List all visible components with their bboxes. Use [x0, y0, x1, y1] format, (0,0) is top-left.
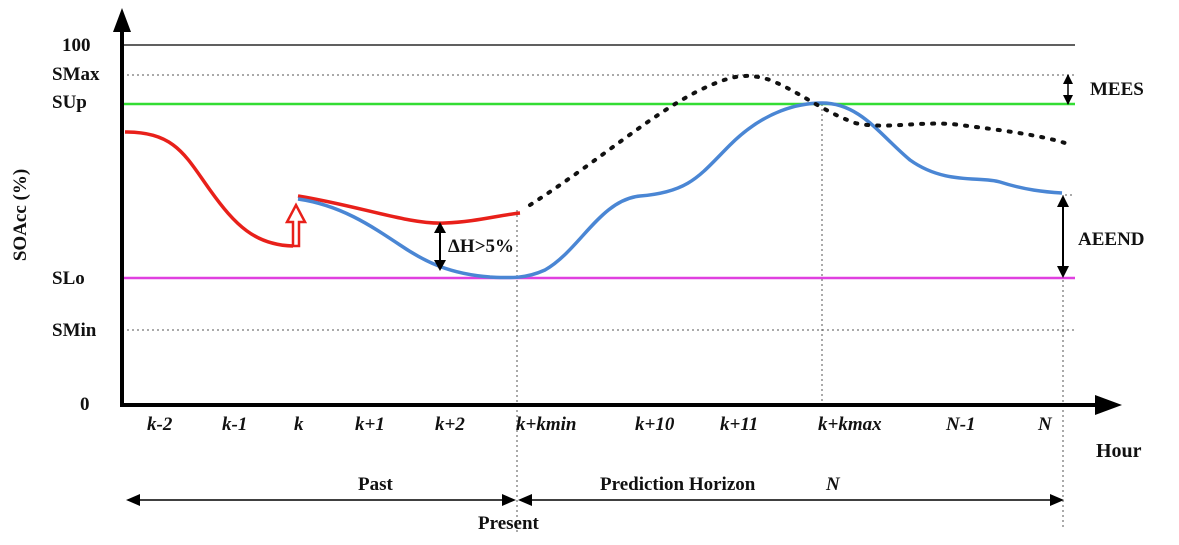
y-axis-title: SOAcc (%)	[10, 169, 31, 261]
level-label-sup: SUp	[52, 92, 87, 113]
delta-label: ΔH>5%	[448, 236, 514, 257]
x-axis-arrow	[1095, 395, 1122, 415]
mees-arrow-head-bottom	[1063, 95, 1073, 105]
x-tick-k+2: k+2	[435, 414, 465, 435]
past-label: Past	[358, 474, 394, 495]
level-label-smax: SMax	[52, 64, 100, 85]
aeend-arrow-head-bottom	[1057, 266, 1069, 278]
y-axis-arrow	[113, 8, 131, 32]
mees-arrow-head-top	[1063, 74, 1073, 84]
delta-arrow-head-bottom	[434, 260, 446, 271]
x-tick-k+kmax: k+kmax	[818, 414, 882, 435]
x-tick-k-1: k-1	[222, 414, 247, 435]
x-tick-k+kmin: k+kmin	[516, 414, 576, 435]
delta-arrow-head-top	[434, 222, 446, 233]
reference-dotted-curve	[528, 73, 1067, 207]
x-tick-n-1: N-1	[945, 414, 976, 435]
x-tick-n: N	[1037, 414, 1053, 435]
past-curve-segment-1	[124, 130, 294, 248]
present-label: Present	[478, 513, 540, 534]
aeend-label: AEEND	[1078, 229, 1145, 250]
past-arrow-head-right	[502, 494, 516, 506]
past-arrow-head-left	[126, 494, 140, 506]
level-label-100: 100	[62, 35, 91, 56]
jump-up-arrow	[284, 202, 308, 248]
mees-label: MEES	[1090, 79, 1144, 100]
level-label-slo: SLo	[52, 268, 85, 289]
horizon-arrow-head-left	[518, 494, 532, 506]
x-tick-k+11: k+11	[720, 414, 758, 435]
prediction-curve	[297, 101, 1063, 280]
horizon-arrow-head-right	[1050, 494, 1064, 506]
x-tick-k+1: k+1	[355, 414, 385, 435]
x-tick-k-2: k-2	[147, 414, 173, 435]
x-tick-k: k	[294, 414, 304, 435]
aeend-arrow-head-top	[1057, 195, 1069, 207]
level-label-smin: SMin	[52, 320, 97, 341]
level-label-zero: 0	[80, 394, 90, 415]
horizon-label: Prediction Horizon	[600, 474, 756, 495]
x-axis-title: Hour	[1096, 440, 1142, 462]
x-tick-k+10: k+10	[635, 414, 675, 435]
horizon-n-label: N	[825, 474, 841, 495]
past-curve-segment-2	[297, 194, 521, 225]
